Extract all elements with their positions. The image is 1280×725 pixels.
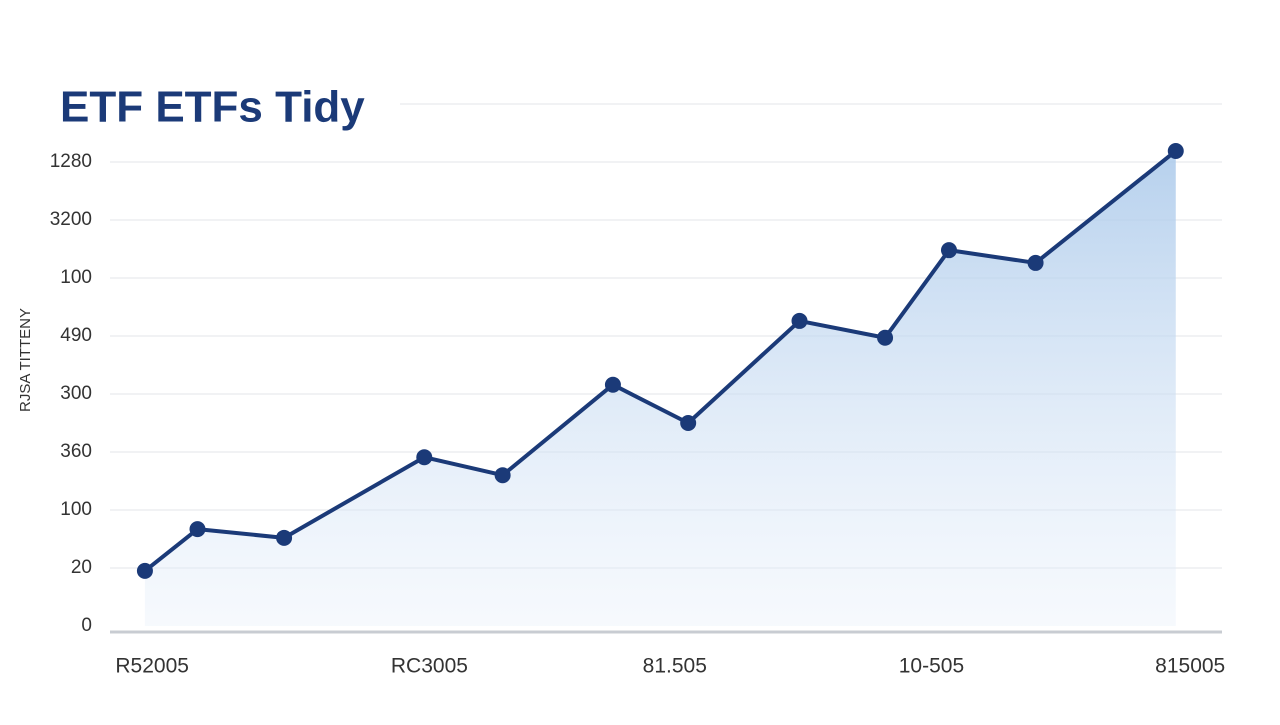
y-tick-label: 1280 bbox=[50, 151, 92, 172]
y-tick-label: 360 bbox=[60, 441, 92, 462]
chart-title: ETF ETFs Tidy bbox=[60, 83, 365, 132]
y-tick-label: 300 bbox=[60, 383, 92, 404]
y-tick-label: 490 bbox=[60, 325, 92, 346]
point bbox=[494, 467, 511, 484]
point bbox=[276, 529, 293, 546]
area bbox=[144, 150, 1176, 627]
x-tick-label: RC3005 bbox=[391, 655, 468, 678]
y-tick-label: 3200 bbox=[50, 209, 92, 230]
x-tick-label: R52005 bbox=[115, 655, 189, 678]
point bbox=[1027, 254, 1044, 271]
point bbox=[604, 376, 621, 393]
y-tick-label: 20 bbox=[71, 557, 92, 578]
point bbox=[940, 242, 957, 259]
x-tick-label: 10-505 bbox=[899, 655, 964, 678]
point bbox=[416, 449, 433, 466]
y-tick-label: 100 bbox=[60, 499, 92, 520]
point bbox=[136, 562, 153, 579]
x-tick-label: 815005 bbox=[1155, 655, 1225, 678]
point bbox=[1167, 142, 1184, 159]
y-tick-label: 0 bbox=[81, 615, 92, 636]
point bbox=[189, 521, 206, 538]
point bbox=[680, 415, 697, 431]
line bbox=[143, 149, 1178, 573]
y-axis-label: RJSA TITTENY bbox=[17, 308, 34, 412]
y-tick-label: 100 bbox=[60, 267, 92, 288]
point bbox=[877, 329, 894, 346]
x-tick-label: 81.505 bbox=[643, 655, 707, 678]
point bbox=[791, 312, 808, 329]
